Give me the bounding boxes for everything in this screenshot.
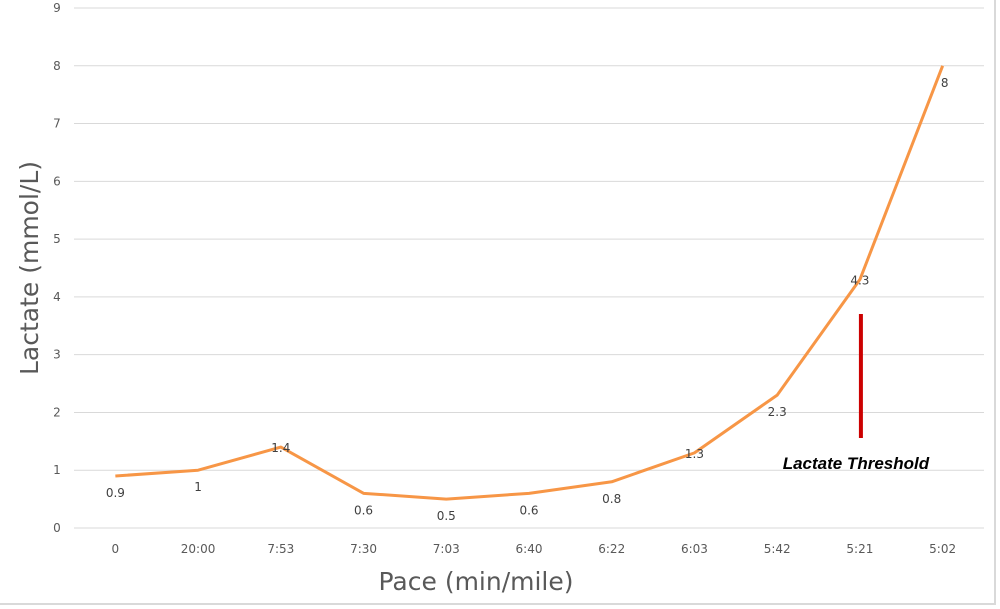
data-label: 1 (194, 480, 202, 494)
data-label: 0.8 (602, 492, 621, 506)
x-tick-label: 6:40 (516, 542, 543, 556)
y-tick-label: 2 (53, 405, 61, 419)
x-tick-label: 6:03 (681, 542, 708, 556)
data-label: 0.6 (519, 503, 538, 517)
data-label: 8 (941, 76, 949, 90)
gridlines (74, 7, 984, 529)
y-tick-label: 4 (53, 290, 61, 304)
data-label: 1.3 (685, 447, 704, 461)
y-axis-title: Lactate (mmol/L) (15, 161, 44, 375)
data-labels: 0.9 1 1.4 0.6 0.5 0.6 0.8 1.3 2.3 4.3 8 (106, 76, 949, 523)
x-axis-title: Pace (min/mile) (378, 567, 573, 596)
y-tick-label: 6 (53, 174, 61, 188)
data-label: 1.4 (271, 441, 290, 455)
x-tick-labels: 0 20:00 7:53 7:30 7:03 6:40 6:22 6:03 5:42 5:21 5:… (112, 542, 957, 556)
x-tick-label: 7:53 (267, 542, 294, 556)
x-tick-label: 5:02 (929, 542, 956, 556)
data-label: 0.5 (437, 509, 456, 523)
data-label: 2.3 (768, 405, 787, 419)
y-tick-label: 5 (53, 232, 61, 246)
x-tick-label: 5:21 (846, 542, 873, 556)
y-tick-label: 0 (53, 521, 61, 535)
y-tick-label: 8 (53, 59, 61, 73)
y-tick-labels: 0 1 2 3 4 5 6 7 8 9 (53, 1, 61, 535)
x-tick-label: 20:00 (181, 542, 216, 556)
y-tick-label: 1 (53, 463, 61, 477)
y-tick-label: 3 (53, 348, 61, 362)
series-lactate (115, 65, 945, 501)
y-tick-label: 9 (53, 1, 61, 15)
y-tick-label: 7 (53, 117, 61, 131)
x-tick-label: 5:42 (764, 542, 791, 556)
series-line (115, 65, 945, 501)
threshold-label: Lactate Threshold (783, 454, 930, 473)
data-label: 0.9 (106, 486, 125, 500)
lactate-threshold-annotation: Lactate Threshold (783, 314, 930, 473)
x-tick-label: 0 (112, 542, 120, 556)
x-tick-label: 7:30 (350, 542, 377, 556)
data-label: 4.3 (850, 274, 869, 288)
x-tick-label: 7:03 (433, 542, 460, 556)
data-label: 0.6 (354, 503, 373, 517)
x-tick-label: 6:22 (598, 542, 625, 556)
